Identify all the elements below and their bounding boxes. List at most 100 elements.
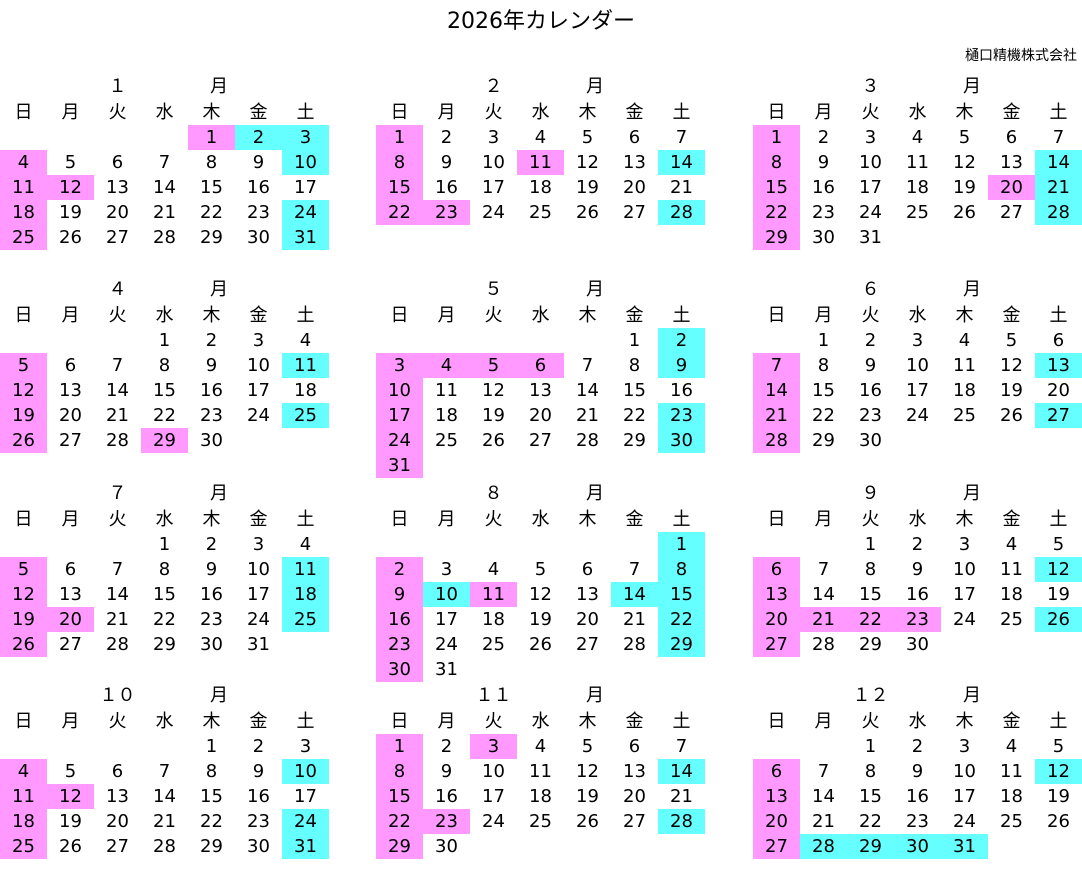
week-row: 20 21 22 23 24 25 26 [753, 607, 1082, 632]
week-row: 9 10 11 12 13 14 15 [376, 582, 705, 607]
day-cell: 14 [658, 150, 705, 175]
weekday-header: 日月火水木金土 [0, 709, 329, 734]
day-cell: 22 [153, 405, 176, 426]
day-cell: 2 [205, 534, 218, 555]
day-cell: 2 [911, 736, 924, 757]
day-cell: 7 [158, 152, 171, 173]
weekday-label: 木 [955, 305, 974, 326]
day-cell: 6 [628, 127, 641, 148]
weekday-label: 火 [108, 102, 127, 123]
week-row: 23 24 25 26 27 28 29 [376, 632, 705, 657]
week-row: 22 23 24 25 26 27 28 [376, 809, 705, 834]
week-row: 5 6 7 8 9 10 11 [0, 353, 329, 378]
month-number: １２ [852, 685, 889, 706]
day-cell: 19 [529, 609, 552, 630]
day-cell: 14 [812, 786, 835, 807]
day-cell: 25 [529, 202, 552, 223]
day-cell: 10 [282, 150, 329, 175]
day-cell: 10 [376, 378, 423, 403]
month-label: 月 [210, 76, 228, 97]
day-cell: 15 [658, 582, 705, 607]
week-row: 24 25 26 27 28 29 30 [376, 428, 705, 453]
day-cell: 18 [1000, 786, 1023, 807]
day-cell: 28 [753, 428, 800, 453]
day-cell: 7 [817, 559, 830, 580]
weekday-label: 土 [296, 305, 315, 326]
day-cell: 24 [376, 428, 423, 453]
day-cell: 25 [0, 834, 47, 859]
day-cell: 15 [753, 175, 800, 200]
day-cell: 6 [581, 559, 594, 580]
day-cell: 25 [0, 225, 47, 250]
weekday-header: 日月火水木金土 [753, 709, 1082, 734]
day-cell: 18 [529, 786, 552, 807]
day-cell: 6 [628, 736, 641, 757]
day-cell: 24 [435, 634, 458, 655]
month-number: ８ [484, 483, 503, 504]
weekday-label: 木 [202, 509, 221, 530]
weekday-header: 日月火水木金土 [376, 100, 705, 125]
day-cell: 25 [906, 202, 929, 223]
day-cell: 2 [205, 330, 218, 351]
day-cell: 13 [753, 784, 800, 809]
day-cell: 13 [753, 582, 800, 607]
day-cell: 20 [576, 609, 599, 630]
day-cell: 1 [376, 125, 423, 150]
day-cell: 23 [376, 632, 423, 657]
day-cell: 18 [953, 380, 976, 401]
day-cell: 25 [482, 634, 505, 655]
day-cell: 18 [435, 405, 458, 426]
weekday-label: 月 [437, 102, 456, 123]
day-cell: 30 [200, 430, 223, 451]
day-cell: 10 [953, 761, 976, 782]
day-cell: 11 [0, 784, 47, 809]
day-cell: 13 [1035, 353, 1082, 378]
day-cell: 21 [670, 177, 693, 198]
day-cell: 1 [864, 736, 877, 757]
day-cell: 10 [247, 355, 270, 376]
day-cell: 8 [376, 759, 423, 784]
day-cell: 6 [64, 559, 77, 580]
month-title: １０ 月 [0, 682, 329, 709]
day-cell: 13 [576, 584, 599, 605]
day-cell: 24 [282, 809, 329, 834]
week-row: 27 28 29 30 [753, 632, 1082, 657]
day-cell: 21 [812, 811, 835, 832]
day-cell: 16 [859, 380, 882, 401]
day-cell: 25 [1000, 609, 1023, 630]
day-cell: 5 [1052, 534, 1065, 555]
day-cell: 16 [376, 607, 423, 632]
weekday-label: 日 [767, 711, 786, 732]
weekday-label: 土 [1049, 509, 1068, 530]
week-row: 25 26 27 28 29 30 31 [0, 834, 329, 859]
day-cell: 26 [482, 430, 505, 451]
day-cell: 23 [423, 200, 470, 225]
day-cell: 28 [800, 834, 847, 859]
day-cell: 5 [534, 559, 547, 580]
day-cell: 9 [440, 761, 453, 782]
day-cell: 7 [1052, 127, 1065, 148]
day-cell: 12 [953, 152, 976, 173]
day-cell: 22 [859, 811, 882, 832]
week-row: 1 2 3 4 5 [753, 532, 1082, 557]
day-cell: 11 [953, 355, 976, 376]
day-cell: 23 [247, 202, 270, 223]
month-label: 月 [963, 483, 981, 504]
month-block: ８ 月日月火水木金土 1 2 3 4 5 6 7 8 9 10 11 12 13 14 15 16 17 18 19 20… [376, 480, 705, 683]
month-number: １１ [475, 685, 512, 706]
day-cell: 25 [529, 811, 552, 832]
day-cell: 30 [658, 428, 705, 453]
day-cell: 11 [470, 582, 517, 607]
weekday-label: 月 [61, 509, 80, 530]
day-cell: 13 [623, 761, 646, 782]
day-cell: 4 [423, 353, 470, 378]
day-cell: 18 [529, 177, 552, 198]
week-row: 15 16 17 18 19 20 21 [376, 784, 705, 809]
day-cell: 15 [153, 584, 176, 605]
day-cell: 17 [247, 584, 270, 605]
day-cell: 26 [59, 836, 82, 857]
